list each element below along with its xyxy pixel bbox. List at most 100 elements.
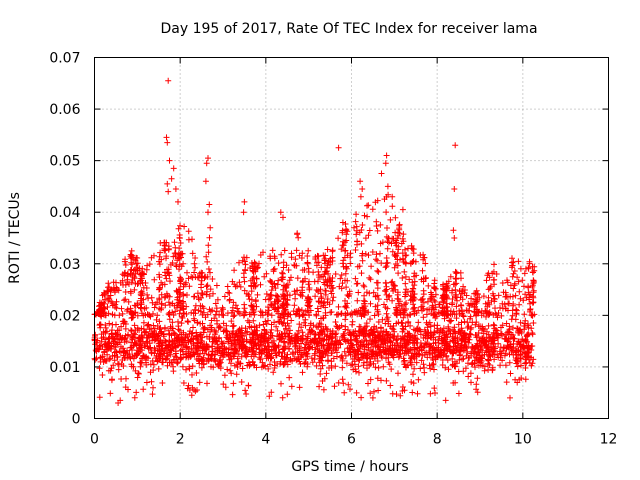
data-point [370,326,377,333]
data-point [111,289,118,296]
data-point [181,223,188,230]
data-point [428,291,435,298]
data-point [128,361,135,368]
data-point [263,331,270,338]
data-point [430,311,437,318]
data-point [451,335,458,342]
data-point [212,300,219,307]
data-point [501,335,508,342]
data-point [276,349,283,355]
data-point [176,266,182,273]
data-point [325,347,332,354]
data-point [315,308,322,315]
data-point [313,262,320,269]
data-point [424,330,431,337]
data-point [453,303,460,310]
data-point [304,253,311,259]
data-point [252,282,259,289]
data-point [204,273,211,280]
data-point [271,359,278,365]
data-point [200,309,207,316]
data-point [289,358,296,365]
data-point [524,345,531,352]
data-point [305,265,312,272]
data-point [201,324,208,331]
data-point [235,309,242,315]
data-point [339,376,346,383]
data-point [167,278,173,285]
data-point [374,285,381,292]
data-point [354,227,360,234]
data-point [185,382,192,389]
data-point [301,319,308,326]
data-point [353,333,359,340]
data-point [366,331,373,338]
data-point [427,390,434,397]
data-point [438,335,445,342]
data-point [367,376,374,383]
data-point [113,348,119,355]
data-point [402,246,408,253]
data-point [306,303,313,310]
y-tick-label: 0.02 [49,308,80,324]
data-point [164,362,171,369]
data-point [162,356,169,363]
data-point [322,252,329,259]
data-point [218,343,225,350]
data-point [395,354,402,361]
data-point [105,310,112,317]
data-point [491,356,498,363]
data-point [314,324,321,331]
data-point [223,322,230,329]
data-point [187,352,194,359]
data-point [274,327,281,334]
data-point [413,339,420,346]
data-point [184,269,190,276]
data-point [202,178,209,185]
y-tick-label: 0.06 [49,102,80,118]
data-point [323,268,330,275]
data-point [253,364,260,371]
data-point [159,380,166,386]
data-point [176,293,183,300]
data-point [188,309,195,316]
data-point [500,344,507,351]
data-point [220,354,227,360]
data-point [420,256,427,263]
data-point [198,269,205,276]
data-point [284,313,291,320]
data-point [226,290,233,297]
data-point [154,312,161,319]
data-point [339,280,346,287]
data-point [246,339,253,346]
data-point [134,327,141,333]
data-point [180,380,187,386]
data-point [485,338,492,345]
data-point [351,224,357,231]
data-point [479,347,486,354]
data-point [387,338,394,345]
x-tick-label: 8 [433,432,442,448]
data-point [389,235,396,242]
data-point [331,383,338,390]
data-point [249,263,256,270]
data-point [239,365,246,372]
data-point [183,366,189,373]
data-point [229,391,236,398]
data-point [288,383,295,390]
data-point [200,354,207,361]
data-point [100,359,107,365]
data-point [382,264,389,271]
data-point [374,227,381,234]
data-point [395,300,402,307]
data-point [524,332,531,339]
data-point [102,324,109,331]
data-point [292,295,299,302]
data-point [144,291,151,298]
data-point [397,256,403,263]
data-point [410,371,416,378]
data-point [364,359,370,366]
data-point [354,351,360,358]
data-point [411,296,418,302]
data-point [365,232,372,239]
